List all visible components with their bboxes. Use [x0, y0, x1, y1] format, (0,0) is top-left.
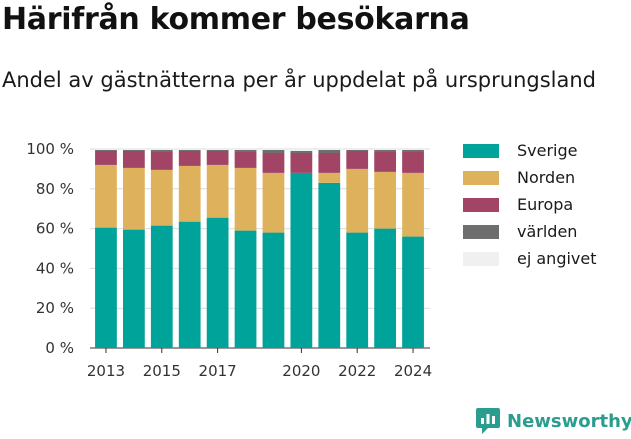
- bar-segment: [318, 149, 341, 153]
- chart-title: Härifrån kommer besökarna: [2, 2, 470, 37]
- bar-segment: [206, 149, 229, 151]
- y-tick-label: 0 %: [45, 339, 74, 357]
- bar-segment: [262, 172, 285, 233]
- bar-segment: [150, 225, 173, 348]
- bar-segment: [206, 150, 229, 165]
- bar-segment: [95, 164, 117, 228]
- bar-segment: [234, 149, 257, 150]
- bar-segment: [178, 149, 201, 150]
- bar-segment: [402, 172, 424, 237]
- legend-swatch: [463, 251, 499, 266]
- bar-segment: [150, 151, 173, 170]
- bar-segment: [95, 227, 117, 348]
- bar-segment: [122, 229, 145, 348]
- legend-swatch: [463, 143, 499, 158]
- legend-item: ej angivet: [463, 245, 597, 272]
- bar-segment: [374, 149, 397, 150]
- legend-item: Europa: [463, 191, 597, 218]
- bar-segment: [234, 230, 257, 348]
- bar-segment: [206, 164, 229, 218]
- bar-segment: [206, 149, 229, 150]
- x-tick-label: 2024: [394, 362, 432, 380]
- x-tick-label: 2020: [282, 362, 320, 380]
- brand-logo: Newsworthy: [475, 406, 631, 436]
- bar-segment: [346, 149, 369, 151]
- bar-segment: [374, 149, 397, 152]
- bar-segment: [262, 149, 285, 153]
- bar-segment: [122, 167, 145, 230]
- bar-segment: [234, 167, 257, 231]
- bar-segment: [122, 150, 145, 168]
- legend-item: Sverige: [463, 137, 597, 164]
- y-tick-label: 80 %: [36, 180, 74, 198]
- bar-segment: [178, 150, 201, 166]
- legend-swatch: [463, 197, 499, 212]
- legend-swatch: [463, 170, 499, 185]
- bar-segment: [150, 149, 173, 150]
- legend-item: världen: [463, 218, 597, 245]
- bar-segment: [178, 149, 201, 151]
- x-tick-label: 2022: [338, 362, 376, 380]
- bar-segment: [290, 172, 313, 348]
- bar-segment: [290, 152, 313, 173]
- bar-segment: [402, 236, 424, 348]
- bar-segment: [178, 165, 201, 222]
- y-tick-label: 40 %: [36, 259, 74, 277]
- legend-label: Sverige: [517, 141, 578, 160]
- bar-segment: [178, 221, 201, 348]
- bar-segment: [346, 168, 369, 233]
- bar-segment: [95, 149, 117, 150]
- bar-segment: [234, 149, 257, 152]
- legend-item: Norden: [463, 164, 597, 191]
- bar-segment: [374, 151, 397, 172]
- bar-segment: [318, 172, 341, 183]
- bar-segment: [206, 217, 229, 348]
- bar-segment: [262, 152, 285, 173]
- bar-segment: [122, 149, 145, 151]
- bar-segment: [374, 228, 397, 348]
- bar-segment: [95, 149, 117, 151]
- bar-segment: [150, 169, 173, 226]
- bar-segment: [234, 151, 257, 168]
- legend-label: ej angivet: [517, 249, 597, 268]
- legend-label: världen: [517, 222, 578, 241]
- bar-segment: [262, 232, 285, 348]
- bar-segment: [290, 150, 313, 153]
- x-tick-label: 2017: [199, 362, 237, 380]
- brand-name: Newsworthy: [507, 410, 631, 432]
- y-tick-label: 20 %: [36, 299, 74, 317]
- legend-label: Norden: [517, 168, 576, 187]
- bar-segment: [262, 149, 285, 150]
- bar-segment: [290, 149, 313, 151]
- x-tick-label: 2013: [87, 362, 125, 380]
- chart-subtitle: Andel av gästnätterna per år uppdelat på…: [2, 68, 596, 92]
- bar-segment: [318, 149, 341, 150]
- bar-segment: [374, 171, 397, 229]
- chart-legend: Sverige Norden Europa världen ej angivet: [463, 137, 597, 272]
- bar-segment: [95, 150, 117, 165]
- bar-segment: [402, 149, 424, 150]
- x-tick-label: 2015: [143, 362, 181, 380]
- legend-label: Europa: [517, 195, 574, 214]
- y-tick-label: 100 %: [26, 140, 74, 158]
- bar-segment: [346, 149, 369, 150]
- newsworthy-logo-icon: [476, 408, 500, 434]
- bar-segment: [150, 149, 173, 152]
- y-tick-label: 60 %: [36, 220, 74, 238]
- bar-segment: [402, 149, 424, 152]
- bar-segment: [346, 232, 369, 348]
- bar-segment: [318, 152, 341, 173]
- bar-segment: [346, 150, 369, 169]
- bar-segment: [318, 182, 341, 348]
- legend-swatch: [463, 224, 499, 239]
- bar-segment: [402, 151, 424, 173]
- bar-segment: [122, 149, 145, 150]
